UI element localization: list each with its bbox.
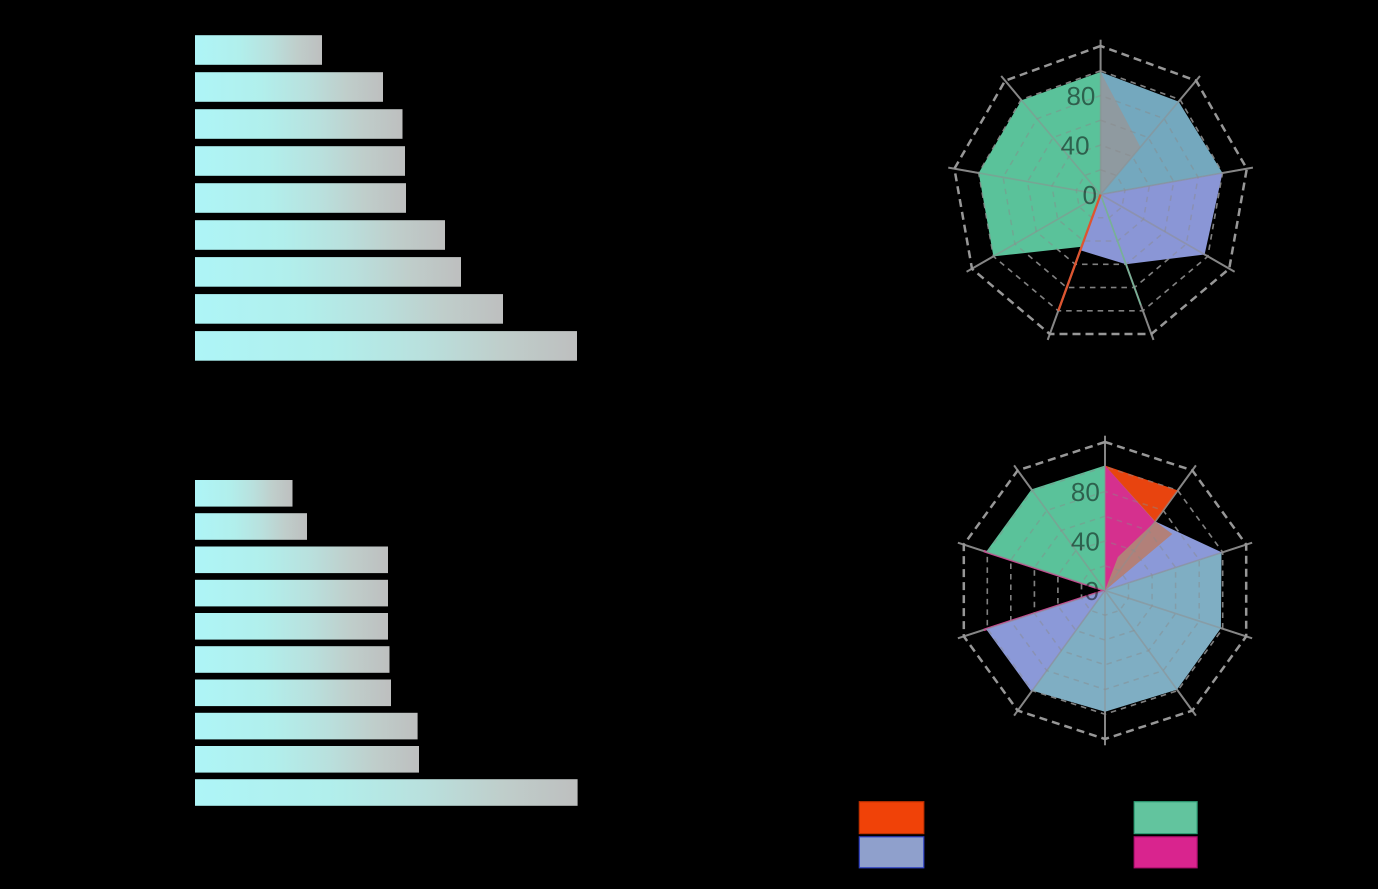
svg-text:80: 80 bbox=[1066, 81, 1095, 111]
svg-text:40: 40 bbox=[1071, 527, 1100, 557]
svg-text:40: 40 bbox=[1061, 130, 1090, 160]
svg-text:80: 80 bbox=[1071, 477, 1100, 507]
svg-text:0: 0 bbox=[1083, 180, 1097, 210]
svg-text:0: 0 bbox=[1085, 576, 1099, 606]
